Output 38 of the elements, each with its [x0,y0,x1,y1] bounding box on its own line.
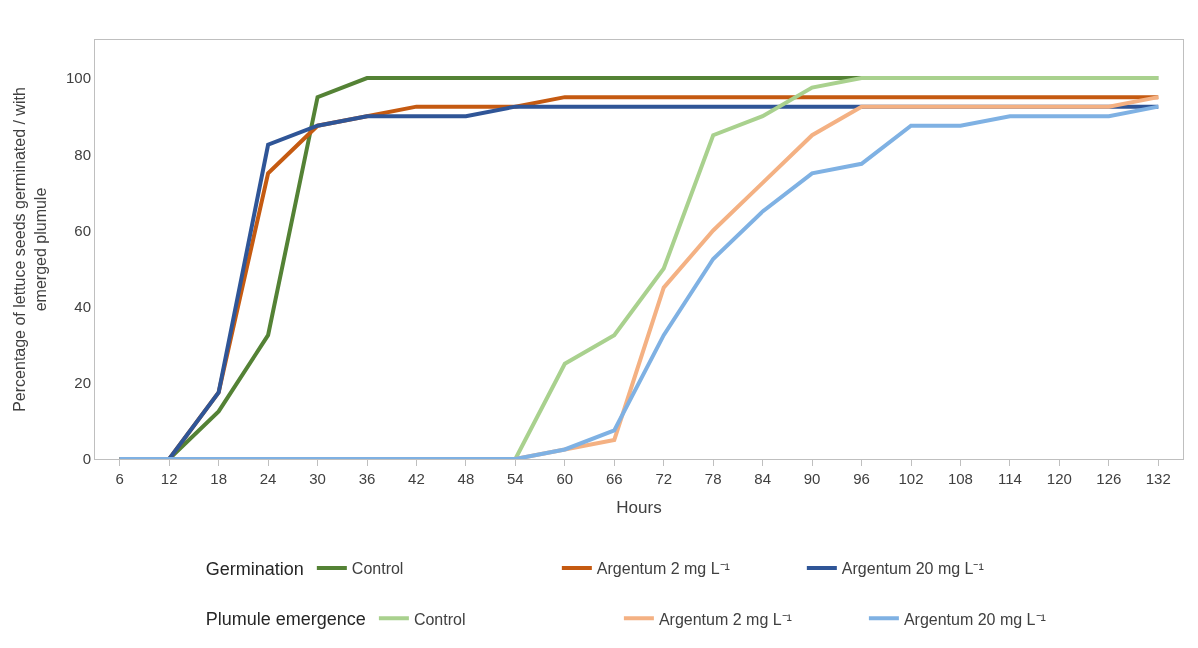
text: Plumule emergence [205,608,366,629]
legend-label: Argentum 2 mg L⁻¹ [658,610,792,628]
legend-label: Control [351,560,404,578]
x-tick-label: 108 [947,470,973,487]
x-tick-label: 72 [655,470,673,487]
x-tick-label: 6 [115,470,124,487]
x-tick-label: 90 [803,470,821,487]
x-tick-label: 114 [997,470,1022,487]
legend-label: Argentum 20 mg L⁻¹ [903,610,1046,628]
x-tick-label: 84 [754,470,771,487]
y-axis-title: Percentage of lettuce seeds germinated / with emerged plumule [11,87,49,412]
x-tick-label: 78 [704,470,722,487]
x-tick-label: 12 [160,470,178,487]
x-tick-label: 126 [1096,470,1122,487]
x-tick-label: 66 [605,470,623,487]
x-tick-label: 30 [309,470,326,487]
y-tick-label: 80 [74,145,91,163]
x-tick-label: 132 [1145,470,1171,487]
y-tick-label: 20 [74,374,91,392]
legend-label: Control [413,610,466,628]
y-tick-label: 40 [74,297,91,315]
text: Germination [205,558,304,579]
x-tick-label: 24 [259,470,277,487]
legend-label: Argentum 2 mg L⁻¹ [596,560,730,578]
x-tick-label: 96 [853,470,870,487]
x-tick-label: 36 [358,470,376,487]
y-tick-label: 60 [74,221,91,239]
x-tick-label: 120 [1046,470,1072,487]
x-tick-label: 18 [210,470,227,487]
x-tick-label: 42 [408,470,425,487]
legend-label: Argentum 20 mg L⁻¹ [841,560,984,578]
y-tick-label: 100 [65,69,91,87]
x-tick-label: 48 [457,470,475,487]
x-tick-label: 54 [507,470,524,487]
x-tick-label: 60 [556,470,574,487]
y-tick-label: 0 [82,450,91,468]
x-axis-title: Hours [616,498,662,518]
x-tick-label: 102 [898,470,924,487]
